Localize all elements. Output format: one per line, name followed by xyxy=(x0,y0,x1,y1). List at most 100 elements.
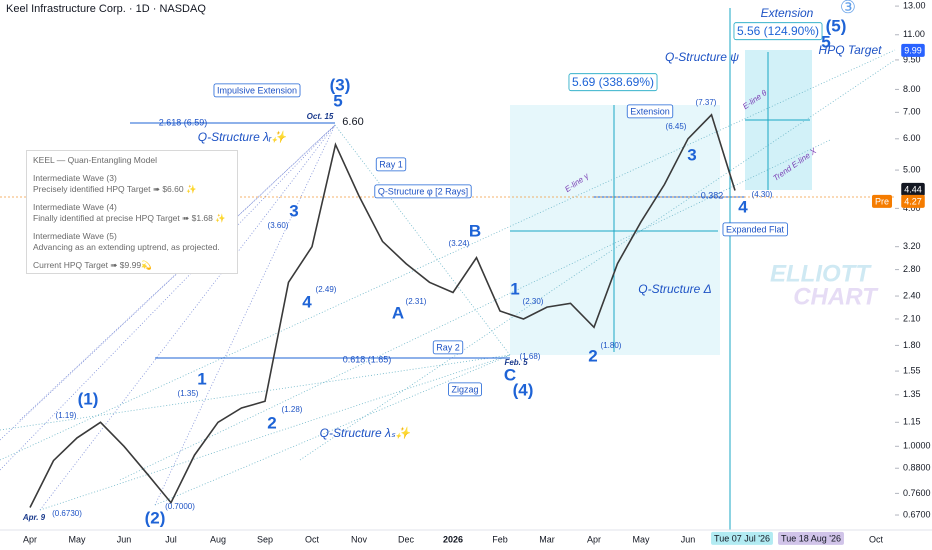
annotation-group: (4.30) xyxy=(752,190,773,199)
x-tick-label: Jun xyxy=(681,534,696,544)
annotation-group: 4.44 xyxy=(901,182,925,196)
annotation-group: Tue 07 Jul '26 xyxy=(711,531,773,545)
annotation-box xyxy=(778,531,844,545)
annotation: HPQ Target xyxy=(819,43,883,57)
x-tick-label: Mar xyxy=(539,534,555,544)
annotation: 0.382 xyxy=(701,190,724,200)
x-tick-label: Aug xyxy=(210,534,226,544)
annotation-group: (2.49) xyxy=(316,285,337,294)
annotation-group: CHART xyxy=(793,283,879,310)
annotation-group: 9.99 xyxy=(901,43,925,57)
annotation-box xyxy=(733,22,823,41)
annotation-group: 1 xyxy=(510,279,519,298)
annotation: Q-Structure Δ xyxy=(638,282,711,296)
annotation: (1.68) xyxy=(520,352,541,361)
annotation: 2.618 (6.59) xyxy=(159,117,208,127)
x-tick-label: May xyxy=(632,534,650,544)
annotation: 4 xyxy=(738,197,748,216)
annotation-group: Q-Structure ψ xyxy=(665,50,739,64)
annotation-group: (1) xyxy=(78,389,99,408)
annotation: Zigzag xyxy=(451,384,478,394)
annotation-group: (3.60) xyxy=(268,221,289,230)
annotation-group: Pre xyxy=(871,194,893,208)
annotation: 4 xyxy=(302,292,312,311)
annotation-group: 2 xyxy=(267,413,276,432)
annotation-group: Expanded Flat xyxy=(722,222,788,237)
annotation-group: (7.37) xyxy=(696,98,717,107)
annotation-box xyxy=(901,194,925,208)
annotation: 5.69 (338.69%) xyxy=(572,75,654,89)
info-line: Advancing as an extending uptrend, as pr… xyxy=(33,242,220,252)
y-tick-label: 0.8800 xyxy=(903,463,931,473)
annotation: Ray 1 xyxy=(379,159,403,169)
y-tick-label: 1.35 xyxy=(903,389,921,399)
annotation-group: 5 xyxy=(333,91,342,110)
annotation: A xyxy=(392,303,404,322)
annotation-box xyxy=(901,182,925,196)
annotation: 9.99 xyxy=(904,45,922,55)
info-line: Current HPQ Target ➠ $9.99💫 xyxy=(33,260,152,270)
annotation-group: Apr. 9 xyxy=(22,513,46,522)
annotation: Q-Structure ψ xyxy=(665,50,739,64)
annotation: (1.28) xyxy=(282,405,303,414)
annotation: ELLIOTT xyxy=(770,260,872,287)
annotation-box xyxy=(901,43,925,57)
annotation-group: 0.382 xyxy=(701,190,724,200)
annotation: ③ xyxy=(840,0,856,17)
y-tick-label: 1.55 xyxy=(903,365,921,375)
x-tick-label: Oct xyxy=(305,534,320,544)
annotation-group: Zigzag xyxy=(448,382,482,397)
annotation: Tue 07 Jul '26 xyxy=(714,533,770,543)
annotation-box xyxy=(448,382,482,397)
annotation-group: 5 xyxy=(821,32,830,51)
annotation-group: Q-Structure λᵣ✨ xyxy=(198,130,289,144)
annotation: (2.49) xyxy=(316,285,337,294)
annotation-box xyxy=(374,184,472,199)
annotation-box xyxy=(626,104,674,119)
annotation-box xyxy=(375,157,407,172)
annotation-group: (1.28) xyxy=(282,405,303,414)
annotation: 5.56 (124.90%) xyxy=(737,24,819,38)
annotation: Pre xyxy=(875,196,889,206)
x-tick-label: Jun xyxy=(117,534,132,544)
annotation-group: Extension xyxy=(626,104,674,119)
annotation: 3 xyxy=(289,201,298,220)
annotation: Ray 2 xyxy=(436,342,460,352)
info-line: Finally identified at precise HPQ Target… xyxy=(33,213,226,223)
x-tick-label: 2026 xyxy=(443,534,463,544)
x-tick-label: May xyxy=(68,534,86,544)
annotation: 2 xyxy=(267,413,276,432)
annotation: C xyxy=(504,365,516,384)
annotation-group: 1 xyxy=(197,369,206,388)
annotation: (5) xyxy=(826,16,847,35)
annotation-group: (0.6730) xyxy=(52,509,82,518)
annotation-group: 0.618 (1.65) xyxy=(343,354,392,364)
annotation-group: Ray 2 xyxy=(432,340,464,355)
x-tick-label: Dec xyxy=(398,534,415,544)
annotation: Oct. 15 xyxy=(307,112,334,121)
annotation: 4.44 xyxy=(904,184,922,194)
annotation: (7.37) xyxy=(696,98,717,107)
annotation: 1 xyxy=(197,369,206,388)
annotation: (4) xyxy=(513,380,534,399)
y-tick-label: 3.20 xyxy=(903,241,921,251)
annotation-box xyxy=(568,73,658,92)
annotation: (1) xyxy=(78,389,99,408)
annotation-group: (2.31) xyxy=(406,297,427,306)
annotation-group: ELLIOTT xyxy=(770,260,872,287)
y-tick-label: 13.00 xyxy=(903,0,926,10)
info-line: Intermediate Wave (4) xyxy=(33,202,117,212)
annotation-group: 4.27 xyxy=(901,194,925,208)
annotation: 1 xyxy=(510,279,519,298)
annotation-group: Tue 18 Aug '26 xyxy=(778,531,844,545)
annotation: (0.6730) xyxy=(52,509,82,518)
annotation: Tue 18 Aug '26 xyxy=(781,533,841,543)
annotation-group: 2.618 (6.59) xyxy=(159,117,208,127)
annotation-group: (2) xyxy=(145,508,166,527)
annotation-group: Feb. 5 xyxy=(504,358,528,367)
annotation-group: Q-Structure Δ xyxy=(638,282,711,296)
annotation-group: Q-Structure φ [2 Rays] xyxy=(374,184,472,199)
annotation: (4.30) xyxy=(752,190,773,199)
annotation-group: Ray 1 xyxy=(375,157,407,172)
